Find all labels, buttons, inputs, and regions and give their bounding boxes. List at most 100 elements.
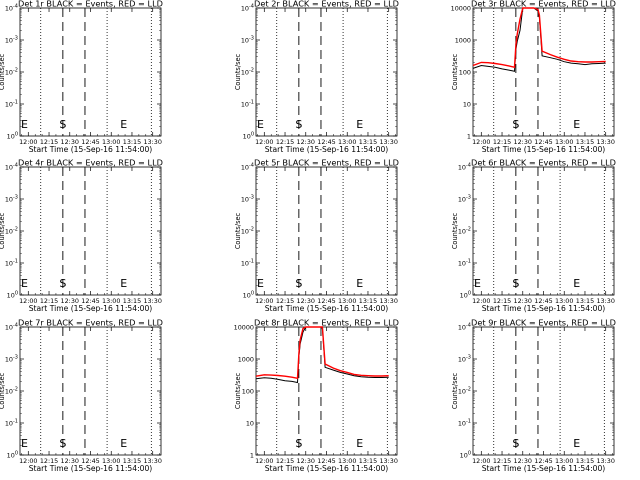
y-axis-label: Counts/sec [451,372,459,409]
marker-e: E [257,118,264,131]
x-tick-label: 12:30 [514,297,532,305]
x-tick-label: 12:45 [534,138,552,146]
y-tick-label: 10 [246,420,254,428]
y-tick-label: 10-3 [458,355,471,364]
y-tick-label: 10-3 [5,195,18,204]
x-tick-label: 13:30 [143,297,161,305]
x-tick-label: 12:45 [317,457,335,465]
x-tick-label: 12:45 [534,457,552,465]
y-axis-label: Counts/sec [0,53,6,90]
y-tick-label: 10-4 [458,323,471,332]
plot-frame [19,166,162,296]
x-tick-label: 13:00 [338,297,356,305]
x-tick-label: 13:15 [123,457,141,465]
x-tick-label: 13:30 [143,138,161,146]
y-tick-label: 10-4 [241,4,254,13]
y-tick-label: 10-4 [241,163,254,172]
x-tick-label: 12:00 [472,297,490,305]
x-tick-label: 13:00 [102,138,120,146]
marker-s: S [59,277,66,290]
y-tick-label: 1 [467,133,471,141]
x-tick-label: 13:00 [338,138,356,146]
chart-panel-9: Det 9r BLACK = Events, RED = LLD 12:00 12:… [451,318,616,474]
panel-title: Det 8r BLACK = Events, RED = LLD [254,318,399,328]
x-axis-label: Start Time (15-Sep-16 11:54:00) [265,145,389,154]
marker-e: E [573,437,580,450]
plot-frame [255,7,398,137]
y-tick-label: 1000 [238,356,254,364]
marker-s: S [512,118,519,131]
x-tick-label: 12:00 [255,138,273,146]
x-tick-label: 13:15 [359,297,377,305]
x-tick-label: 12:15 [276,138,294,146]
x-tick-label: 12:30 [297,457,315,465]
y-tick-label: 10-2 [5,227,18,236]
marker-s: S [295,277,302,290]
marker-e: E [120,437,127,450]
marker-e: E [573,277,580,290]
marker-e: E [573,118,580,131]
y-tick-label: 100 [242,388,254,396]
y-tick-label: 100 [460,451,471,460]
y-tick-label: 10-3 [5,355,18,364]
x-tick-label: 12:15 [40,138,58,146]
panel-title: Det 9r BLACK = Events, RED = LLD [471,318,616,328]
x-axis-label: Start Time (15-Sep-16 11:54:00) [265,304,389,313]
x-tick-label: 12:30 [297,297,315,305]
y-tick-label: 10-1 [5,100,18,109]
x-tick-label: 13:30 [596,297,614,305]
plot-frame [472,166,615,296]
x-tick-label: 13:15 [359,138,377,146]
marker-e: E [120,277,127,290]
y-tick-label: 100 [7,132,18,141]
y-axis-label: Counts/sec [234,372,242,409]
y-tick-label: 10000 [234,324,254,332]
x-axis-label: Start Time (15-Sep-16 11:54:00) [29,464,153,473]
marker-e: E [257,277,264,290]
x-tick-label: 12:00 [255,457,273,465]
y-axis-label: Counts/sec [451,53,459,90]
y-tick-label: 1 [250,452,254,460]
y-tick-label: 10-4 [5,163,18,172]
y-tick-label: 10-1 [241,259,254,268]
x-axis-label: Start Time (15-Sep-16 11:54:00) [29,145,153,154]
x-tick-label: 12:00 [19,138,37,146]
x-axis-label: Start Time (15-Sep-16 11:54:00) [265,464,389,473]
y-tick-label: 100 [7,451,18,460]
plot-frame [255,326,398,456]
y-tick-label: 10-2 [5,68,18,77]
y-tick-label: 100 [243,132,254,141]
x-tick-label: 13:15 [576,138,594,146]
y-axis-label: Counts/sec [0,212,6,249]
y-tick-label: 100 [459,69,471,77]
x-tick-label: 12:15 [40,457,58,465]
marker-e: E [21,118,28,131]
x-tick-label: 13:30 [379,297,397,305]
x-tick-label: 12:00 [472,138,490,146]
marker-e: E [356,437,363,450]
y-tick-label: 10000 [451,5,471,13]
marker-s: S [59,118,66,131]
panel-title: Det 5r BLACK = Events, RED = LLD [254,158,399,168]
x-tick-label: 12:00 [472,457,490,465]
x-tick-label: 12:45 [81,138,99,146]
x-tick-label: 12:15 [276,297,294,305]
y-tick-label: 10-2 [458,227,471,236]
y-tick-label: 10 [463,101,471,109]
x-tick-label: 13:30 [596,457,614,465]
panel-title: Det 7r BLACK = Events, RED = LLD [18,318,163,328]
plot-frame [472,7,615,137]
x-tick-label: 13:15 [359,457,377,465]
x-tick-label: 13:15 [576,457,594,465]
x-axis-label: Start Time (15-Sep-16 11:54:00) [482,464,606,473]
series-line-lld [472,7,606,69]
y-tick-label: 10-2 [241,68,254,77]
plot-frame [19,7,162,137]
y-tick-label: 100 [243,291,254,300]
x-axis-label: Start Time (15-Sep-16 11:54:00) [482,304,606,313]
